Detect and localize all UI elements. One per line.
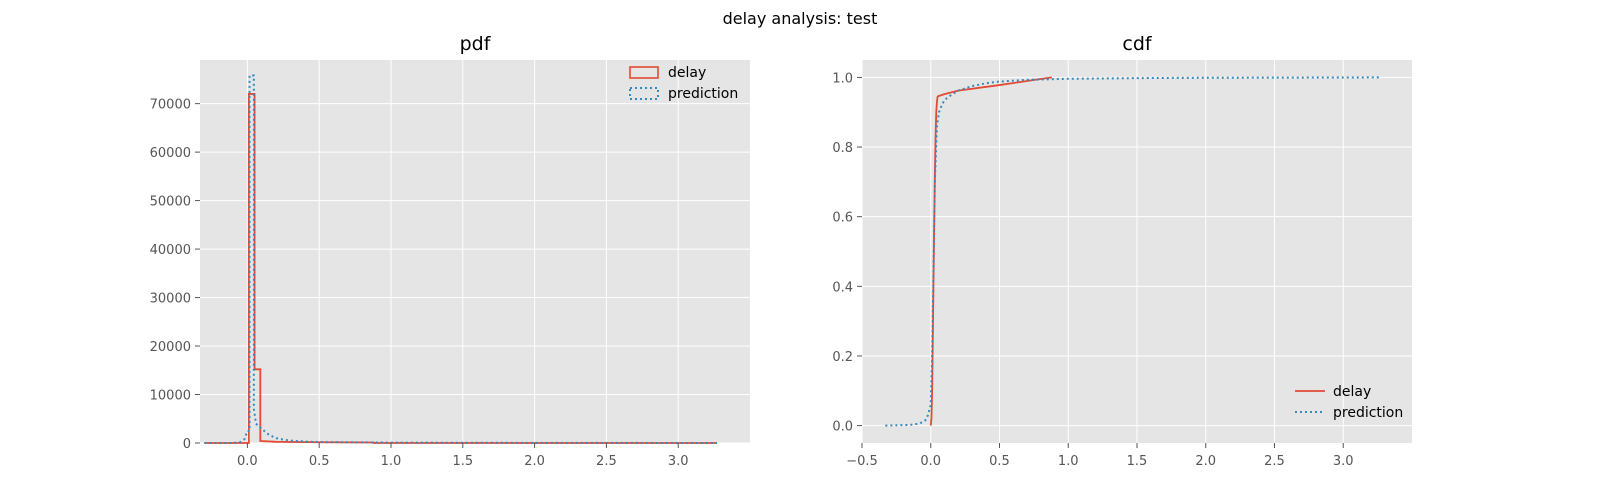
pdf-y-tick-label: 50000	[150, 195, 191, 210]
pdf-y-tick-label: 20000	[150, 340, 191, 355]
cdf-series	[885, 76, 1381, 427]
cdf-grid	[861, 60, 1412, 443]
pdf-x-tick-label: 2.5	[596, 454, 617, 469]
cdf-panel: −0.5 0.0 0.5 1.0 1.5 2.0 2.5 3.0 0.00.20.40.60.…	[832, 33, 1412, 469]
pdf-series	[204, 74, 717, 444]
pdf-plot-area	[200, 60, 750, 443]
pdf-x-ticks: 0.0 0.5 1.0 1.5 2.0 2.5 3.0	[237, 443, 689, 469]
figure-suptitle: delay analysis: test	[723, 9, 878, 28]
pdf-x-tick-label: 0.0	[237, 454, 258, 469]
cdf-legend-prediction: prediction	[1295, 405, 1403, 421]
pdf-y-tick-label: 0	[183, 437, 191, 452]
pdf-y-tick-label: 70000	[150, 98, 191, 113]
cdf-x-tick-label: 1.5	[1127, 454, 1148, 469]
cdf-legend-prediction-label: prediction	[1333, 405, 1403, 421]
cdf-y-tick-label: 1.0	[832, 71, 853, 86]
pdf-panel: 0.0 0.5 1.0 1.5 2.0 2.5 3.0 0 10000 20000 30000 40…	[150, 33, 750, 469]
pdf-y-tick-label: 30000	[150, 292, 191, 307]
cdf-x-tick-label: 2.0	[1195, 454, 1216, 469]
pdf-legend-prediction-label: prediction	[668, 86, 738, 102]
pdf-legend-prediction: prediction	[629, 86, 738, 102]
cdf-y-tick-label: 0.6	[832, 211, 853, 226]
cdf-legend: delay prediction	[1295, 384, 1403, 421]
pdf-y-ticks: 0 10000 20000 30000 40000 50000 60000 70000	[150, 98, 200, 452]
cdf-y-ticks: 0.0 0.2 0.4 0.6 0.8 1.0	[832, 71, 862, 435]
cdf-x-tick-label: 2.5	[1264, 454, 1285, 469]
cdf-x-tick-label: 0.5	[989, 454, 1010, 469]
cdf-x-ticks: −0.5 0.0 0.5 1.0 1.5 2.0 2.5 3.0	[846, 443, 1354, 469]
cdf-y-tick-label: 0.4	[832, 280, 853, 295]
pdf-y-tick-label: 10000	[150, 389, 191, 404]
pdf-legend-delay-swatch	[629, 66, 659, 79]
pdf-y-tick-label: 60000	[150, 146, 191, 161]
cdf-x-tick-label: −0.5	[846, 454, 878, 469]
pdf-title: pdf	[460, 33, 492, 55]
cdf-y-tick-label: 0.8	[832, 141, 853, 156]
cdf-legend-delay: delay	[1295, 384, 1371, 400]
pdf-y-tick-label: 40000	[150, 243, 191, 258]
pdf-x-tick-label: 1.5	[452, 454, 473, 469]
pdf-legend-delay-label: delay	[668, 65, 706, 81]
cdf-y-tick-label: 0.2	[832, 350, 853, 365]
pdf-series-prediction	[204, 74, 717, 444]
pdf-legend: delay prediction	[629, 65, 738, 102]
cdf-title: cdf	[1122, 33, 1153, 55]
pdf-x-tick-label: 1.0	[381, 454, 402, 469]
pdf-x-tick-label: 0.5	[309, 454, 330, 469]
cdf-x-tick-label: 3.0	[1333, 454, 1354, 469]
cdf-legend-delay-label: delay	[1333, 384, 1371, 400]
pdf-x-tick-label: 2.0	[524, 454, 545, 469]
cdf-x-tick-label: 0.0	[920, 454, 941, 469]
cdf-y-tick-label: 0.0	[832, 420, 853, 435]
pdf-x-tick-label: 3.0	[668, 454, 689, 469]
pdf-legend-delay: delay	[629, 65, 706, 81]
pdf-grid	[200, 60, 750, 444]
cdf-x-tick-label: 1.0	[1058, 454, 1079, 469]
